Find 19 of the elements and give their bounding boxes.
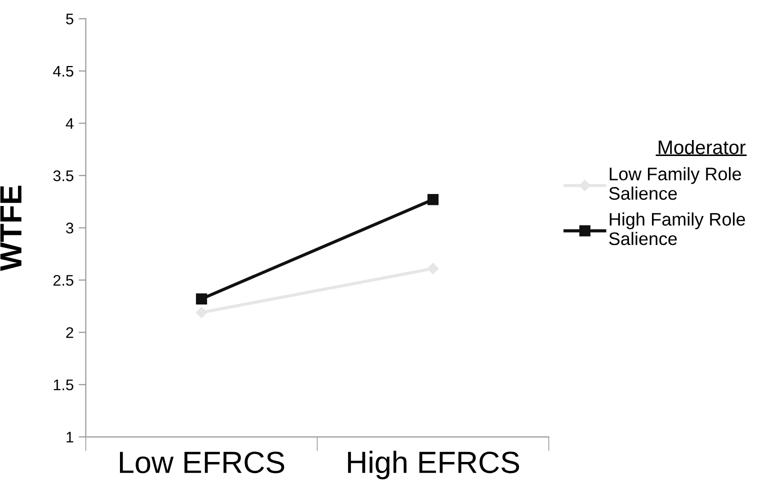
y-tick-label: 4 [66, 118, 74, 129]
point [196, 306, 208, 318]
y-tick-label: 4.5 [53, 66, 74, 77]
x-tick-label: High EFRCS [348, 450, 520, 480]
legend-label: High Family Role Salience [609, 212, 745, 246]
legend-label: Low Family Role Salience [609, 167, 741, 200]
y-tick-label: 3 [66, 222, 74, 234]
x-tick-label: Low EFRCS [120, 452, 284, 474]
y-tick-label: 2 [66, 327, 74, 338]
point [427, 194, 439, 206]
legend-title: Moderator [658, 140, 746, 154]
y-tick-label: 1.5 [54, 380, 74, 390]
y-tick-label: 2.5 [53, 274, 74, 286]
y-axis-title: WTFE [0, 186, 22, 272]
y-tick-label: 5 [66, 14, 74, 24]
point [196, 293, 208, 304]
y-tick-label: 3.5 [53, 170, 74, 182]
y-tick-label: 1 [66, 432, 74, 442]
point [427, 262, 439, 274]
